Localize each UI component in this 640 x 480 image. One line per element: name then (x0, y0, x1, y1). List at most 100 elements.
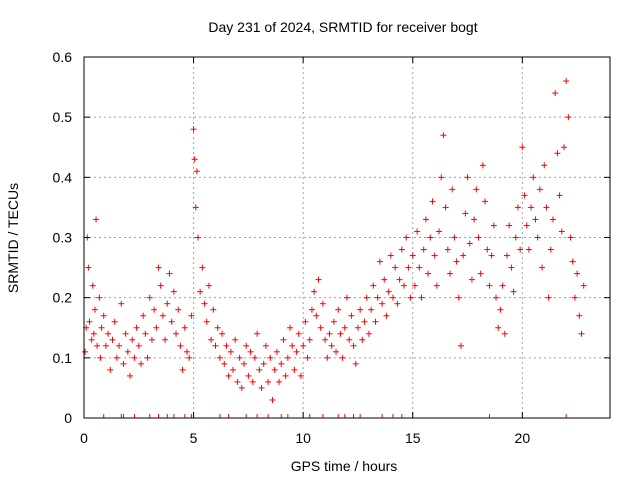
data-point (552, 90, 559, 97)
data-point (142, 330, 149, 337)
data-point (168, 318, 175, 325)
data-point (258, 384, 265, 391)
data-point (102, 342, 109, 349)
data-point (291, 366, 298, 373)
data-point (89, 282, 96, 289)
data-point (530, 174, 537, 181)
data-point (122, 330, 129, 337)
data-point (357, 306, 364, 313)
x-tick-label: 10 (295, 430, 311, 446)
data-point (85, 264, 92, 271)
data-point (431, 252, 438, 259)
x-tick-label: 5 (190, 430, 198, 446)
y-tick-label: 0.1 (53, 350, 73, 366)
data-point (569, 258, 576, 265)
data-point (265, 378, 272, 385)
data-point (374, 294, 381, 301)
data-point (563, 78, 570, 85)
data-point (107, 366, 114, 373)
data-point (475, 234, 482, 241)
y-tick-label: 0 (64, 410, 72, 426)
data-point (276, 378, 283, 385)
data-point (223, 342, 230, 349)
data-point (517, 246, 524, 253)
data-point (201, 300, 208, 307)
data-point (578, 330, 585, 337)
data-point (166, 270, 173, 277)
data-point (131, 354, 138, 361)
data-point (173, 330, 180, 337)
data-point (387, 252, 394, 259)
data-point (574, 270, 581, 277)
data-point (133, 324, 140, 331)
data-point (512, 234, 519, 241)
data-point (346, 336, 353, 343)
data-point (396, 276, 403, 283)
y-tick-label: 0.6 (53, 49, 73, 65)
data-point (328, 342, 335, 349)
data-point (159, 312, 166, 319)
data-point (234, 378, 241, 385)
data-point (359, 336, 366, 343)
data-point (82, 348, 89, 355)
data-point (464, 174, 471, 181)
data-point (565, 114, 572, 121)
data-point (214, 324, 221, 331)
data-point (354, 324, 361, 331)
data-point (405, 264, 412, 271)
data-point (137, 360, 144, 367)
data-point (539, 264, 546, 271)
data-point (471, 216, 478, 223)
data-point (493, 294, 500, 301)
data-point (170, 288, 177, 295)
data-point (111, 318, 118, 325)
tick-layer (83, 56, 610, 419)
data-point (547, 246, 554, 253)
data-point (88, 336, 95, 343)
data-point (293, 348, 300, 355)
data-point (506, 222, 513, 229)
data-point (96, 294, 103, 301)
data-point (339, 354, 346, 361)
data-point (232, 336, 239, 343)
data-point (394, 300, 401, 307)
data-point (267, 354, 274, 361)
chart-title: Day 231 of 2024, SRMTID for receiver bog… (208, 19, 477, 35)
data-point (216, 354, 223, 361)
data-point (105, 330, 112, 337)
data-point (335, 306, 342, 313)
data-point (273, 348, 280, 355)
y-tick-label: 0.4 (53, 169, 73, 185)
data-point (455, 294, 462, 301)
data-point (100, 312, 107, 319)
data-point (462, 210, 469, 217)
data-point (422, 216, 429, 223)
data-point (302, 318, 309, 325)
data-point (571, 294, 578, 301)
data-point (140, 312, 147, 319)
data-point (580, 282, 587, 289)
data-point (245, 372, 252, 379)
data-point (124, 348, 131, 355)
data-point (508, 264, 515, 271)
data-point (319, 300, 326, 307)
data-point (372, 318, 379, 325)
data-point (192, 204, 199, 211)
data-point (438, 174, 445, 181)
data-point (289, 342, 296, 349)
data-point (556, 192, 563, 199)
data-point (317, 324, 324, 331)
data-point (418, 294, 425, 301)
data-point (503, 252, 510, 259)
data-point (238, 384, 245, 391)
data-point (118, 300, 125, 307)
data-point (94, 342, 101, 349)
data-point (113, 354, 120, 361)
data-point (236, 354, 243, 361)
data-point (230, 366, 237, 373)
data-point (155, 264, 162, 271)
data-point (523, 222, 530, 229)
data-point (153, 324, 160, 331)
data-point (240, 360, 247, 367)
data-point (322, 336, 329, 343)
